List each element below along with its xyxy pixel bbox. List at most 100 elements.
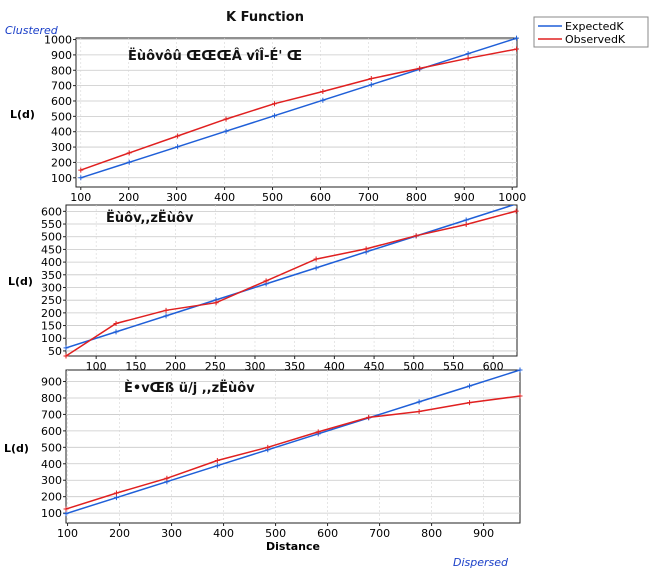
data-point-observedk [113,321,119,327]
y-tick-label: 100 [41,507,62,520]
x-tick-label: 900 [454,191,475,204]
series-line-observedk [66,210,517,356]
data-point-observedk [163,307,169,313]
data-point-expectedk [163,313,169,319]
data-point-expectedk [517,367,523,373]
data-point-observedk [315,429,321,435]
y-tick-label: 800 [41,392,62,405]
y-tick-label: 300 [41,474,62,487]
data-point-observedk [78,167,84,173]
data-point-observedk [463,222,469,228]
x-tick-label: 200 [118,191,139,204]
x-tick-label: 900 [473,527,494,540]
data-point-observedk [223,116,229,122]
data-point-observedk [63,353,69,359]
x-tick-label: 800 [421,527,442,540]
panel-title: Ëùôv,,zËùôv [106,210,194,226]
y-tick-label: 500 [51,110,72,123]
data-point-expectedk [223,128,229,134]
y-tick-label: 250 [41,294,62,307]
y-tick-label: 200 [41,491,62,504]
y-tick-label: 400 [41,458,62,471]
legend: ExpectedK ObservedK [533,16,649,48]
y-axis-label: L(d) [8,275,33,288]
data-point-observedk [320,88,326,94]
data-point-expectedk [416,399,422,405]
chart-panel-top: 100 200 300 400 500 600 700 800 900 1000 100 200 300… [10,34,526,204]
x-tick-label: 600 [310,191,331,204]
series-line-expectedk [66,205,516,349]
panel-title: Ëùôvôû ŒŒŒÂ vîÎ-É' Œ [128,48,302,64]
data-point-observedk [213,300,219,306]
data-point-observedk [214,457,220,463]
series-line-observedk [80,48,517,171]
data-point-observedk [366,414,372,420]
data-point-observedk [63,506,69,512]
data-point-expectedk [113,495,119,501]
data-point-observedk [368,76,374,82]
series-line-observedk [66,395,520,510]
y-tick-label: 700 [51,80,72,93]
x-tick-label: 400 [213,527,234,540]
y-tick-label: 300 [51,141,72,154]
y-tick-label: 150 [41,320,62,333]
dispersed-label: Dispersed [453,556,509,569]
data-point-observedk [113,490,119,496]
data-point-expectedk [313,265,319,271]
y-tick-label: 50 [48,345,62,358]
x-tick-label: 200 [109,527,130,540]
data-point-observedk [265,444,271,450]
x-tick-label: 300 [161,527,182,540]
y-tick-label: 300 [41,281,62,294]
data-point-expectedk [214,463,220,469]
data-point-observedk [467,400,473,406]
data-point-observedk [363,246,369,252]
y-tick-label: 700 [41,408,62,421]
x-tick-label: 800 [406,191,427,204]
y-tick-label: 900 [51,49,72,62]
data-point-observedk [465,55,471,61]
data-point-observedk [513,208,519,214]
plot-area [65,369,521,524]
y-tick-label: 1000 [44,34,72,47]
data-point-expectedk [368,82,374,88]
y-axis-label: L(d) [10,108,35,121]
data-point-observedk [313,256,319,262]
legend-box [533,16,649,48]
data-point-observedk [164,475,170,481]
data-point-observedk [271,101,277,107]
data-point-expectedk [514,35,520,41]
legend-item-observed: ObservedK [565,33,626,46]
series-line-expectedk [66,370,520,515]
y-tick-label: 600 [41,205,62,218]
data-point-observedk [417,65,423,71]
y-tick-label: 100 [51,172,72,185]
x-tick-label: 300 [166,191,187,204]
y-tick-label: 600 [51,95,72,108]
data-point-expectedk [465,51,471,57]
figure-title: K Function [226,10,304,25]
y-axis-label: L(d) [4,442,29,455]
x-tick-label: 700 [358,191,379,204]
x-tick-label: 500 [262,191,283,204]
data-point-expectedk [463,217,469,223]
data-point-expectedk [126,159,132,165]
panel-title: È•vŒß ü/j ,,zËùôv [124,380,255,396]
y-tick-label: 350 [41,269,62,282]
x-tick-label: 600 [317,527,338,540]
data-point-expectedk [113,329,119,335]
chart-panel-bottom: 100 200 300 400 500 600 700 800 900 100 200 300 400 5… [4,367,523,553]
data-point-observedk [263,278,269,284]
data-point-expectedk [175,144,181,150]
x-tick-label: 400 [214,191,235,204]
data-point-observedk [416,408,422,414]
x-axis-label: Distance [266,540,320,553]
series-line-expectedk [80,38,517,179]
data-point-expectedk [78,175,84,181]
y-tick-label: 550 [41,218,62,231]
data-point-expectedk [63,345,69,351]
data-point-expectedk [63,511,69,517]
x-tick-label: 700 [369,527,390,540]
